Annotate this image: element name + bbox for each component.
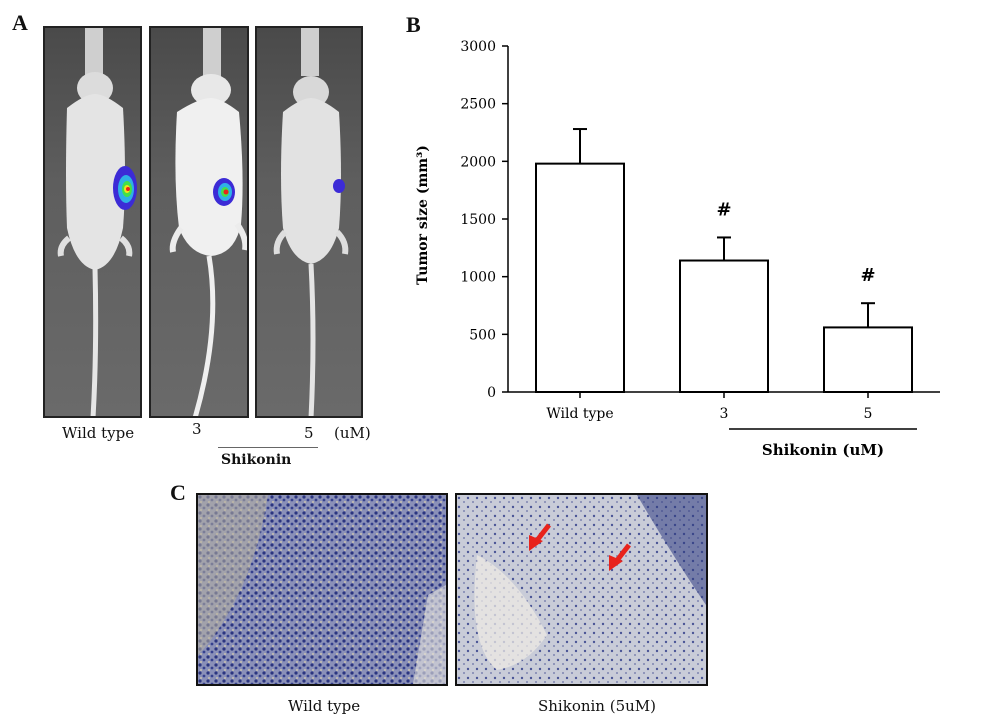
bar xyxy=(679,259,769,393)
histology-image-shikonin xyxy=(455,493,708,686)
histology-image-wild-type xyxy=(196,493,448,686)
x-tick-label: Wild type xyxy=(546,406,613,422)
label-concentration-5: 5 xyxy=(304,424,314,442)
group-label: Shikonin (uM) xyxy=(762,441,884,459)
panel-b-letter: B xyxy=(406,12,421,37)
mouse-shikonin-5-illustration xyxy=(273,28,349,416)
y-tick-label: 2500 xyxy=(460,97,496,113)
y-tick-label: 3000 xyxy=(460,39,496,55)
bar xyxy=(823,326,913,393)
y-tick-label: 1000 xyxy=(460,270,496,286)
bar xyxy=(535,162,625,393)
red-arrow-2 xyxy=(609,543,631,571)
bars: ## xyxy=(535,128,913,393)
y-tick-label: 500 xyxy=(469,327,496,343)
x-tick-label: 5 xyxy=(864,406,873,422)
significance-marker: # xyxy=(860,265,875,286)
label-unit: (uM) xyxy=(334,424,371,442)
mouse-image-shikonin-5 xyxy=(255,26,363,418)
label-wild-type: Wild type xyxy=(62,424,135,442)
y-tick-label: 0 xyxy=(487,385,496,401)
significance-marker: # xyxy=(716,199,731,220)
y-axis: 0 500 1000 1500 2000 2500 3000 xyxy=(460,39,509,401)
x-axis: Wild type 3 5 xyxy=(508,391,940,422)
histology-wild-type-texture xyxy=(198,495,446,684)
y-axis-label: Tumor size (mm³) xyxy=(415,145,431,285)
histology-label-wild-type: Wild type xyxy=(288,697,361,715)
shikonin-group-line xyxy=(218,447,318,448)
x-tick-label: 3 xyxy=(720,406,729,422)
label-shikonin-group: Shikonin xyxy=(221,452,292,468)
red-arrow-1 xyxy=(529,523,551,551)
y-tick-label: 1500 xyxy=(460,212,496,228)
mouse-shikonin-3-illustration xyxy=(169,28,247,416)
panel-c-letter: C xyxy=(170,480,186,505)
panel-a-letter: A xyxy=(12,10,28,35)
label-concentration-3: 3 xyxy=(192,420,202,438)
mouse-image-shikonin-3 xyxy=(149,26,249,418)
mouse-image-wild-type xyxy=(43,26,142,418)
histology-shikonin-texture xyxy=(457,495,706,684)
histology-label-shikonin: Shikonin (5uM) xyxy=(538,697,657,715)
y-tick-label: 2000 xyxy=(460,154,496,170)
mouse-wild-type-illustration xyxy=(57,28,137,416)
